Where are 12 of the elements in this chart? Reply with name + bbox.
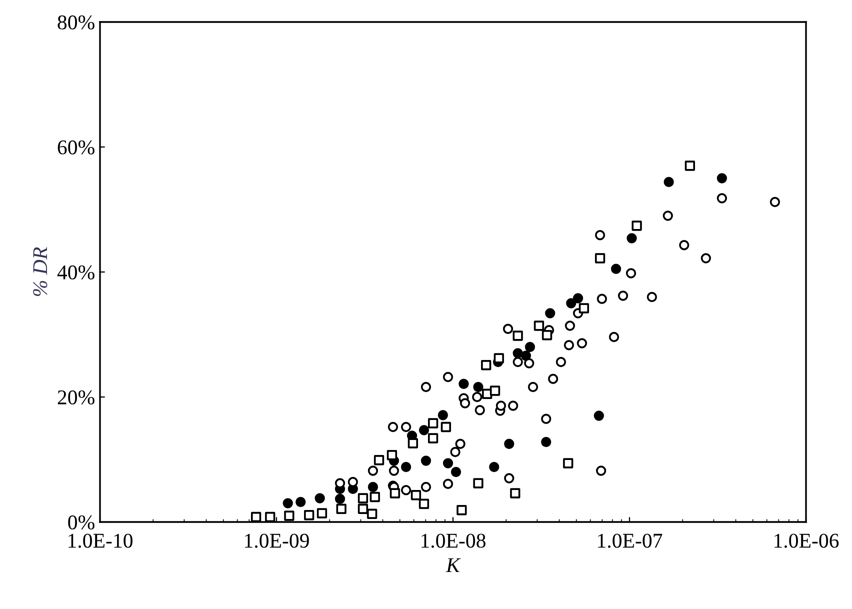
- x-tick-label: 1.0E-07: [598, 534, 662, 548]
- y-tick-label: 0%: [68, 515, 94, 530]
- y-tick-label: 80%: [58, 15, 94, 30]
- y-tick-label: 20%: [58, 390, 94, 404]
- y-tick-label: 60%: [58, 140, 94, 154]
- x-tick-label: 1.0E-09: [245, 534, 309, 548]
- x-axis-title: K: [446, 558, 461, 572]
- y-axis-title: % DR: [33, 247, 48, 296]
- y-tick-label: 40%: [57, 265, 94, 280]
- x-tick-label: 1.0E-08: [422, 534, 486, 548]
- x-tick-label: 1.0E-06: [774, 534, 839, 548]
- x-tick-label: 1.0E-10: [68, 534, 132, 548]
